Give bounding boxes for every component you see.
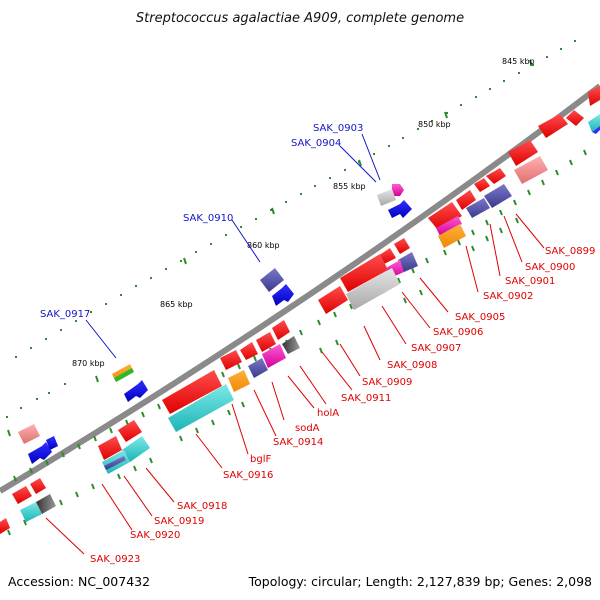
- kbp-label-855: 855 kbp: [333, 182, 366, 191]
- gene-label-soda: sodA: [295, 423, 320, 434]
- gene-block-sak0916-red: [162, 370, 222, 414]
- genome-summary-text: Topology: circular; Length: 2,127,839 bp…: [248, 574, 592, 589]
- kbp-label-845: 845 kbp: [502, 57, 535, 66]
- gene-label-sak0899: SAK_0899: [545, 246, 595, 257]
- gene-block-sak0918-red: [118, 420, 142, 442]
- gene-label-hola: holA: [317, 408, 339, 419]
- gene-block-sak0908-grey: [346, 268, 400, 310]
- gene-label-sak0920: SAK_0920: [130, 530, 180, 541]
- gene-block-sak0907-red: [340, 254, 388, 292]
- gene-label-sak0906: SAK_0906: [433, 327, 483, 338]
- gene-block-sak0920-purple: [104, 456, 126, 470]
- forward-features: [18, 184, 412, 464]
- map-title: Streptococcus agalactiae A909, complete …: [136, 11, 464, 26]
- gene-block-sak0902-purple: [484, 184, 512, 208]
- gene-block-sak0923-red-a: [12, 486, 32, 504]
- gene-block-top-right-1: [566, 110, 584, 126]
- gene-block-sak0906: [394, 238, 410, 254]
- gene-block-bglf-orange: [228, 370, 250, 392]
- gene-block-sak0911: [272, 320, 290, 340]
- gene-block-top-right-3: [592, 126, 600, 134]
- gene-label-sak0918: SAK_0918: [177, 501, 227, 512]
- reverse-leaders: [45, 213, 545, 555]
- kbp-label-850: 850 kbp: [418, 120, 451, 129]
- gene-block-sak0900-a: [538, 114, 568, 138]
- gene-label-sak0900: SAK_0900: [525, 262, 575, 273]
- gene-block-sak0901-b: [474, 178, 490, 192]
- gene-block-sak0923-red-b: [30, 478, 46, 494]
- gene-block-sak0917-green: [114, 368, 134, 382]
- kbp-label-865: 865 kbp: [160, 300, 193, 309]
- gene-block-sak0911-c: [240, 342, 258, 360]
- gene-block-sak0923-red-c: [0, 518, 10, 534]
- accession-text: Accession: NC_007432: [8, 574, 150, 589]
- gene-label-sak0901: SAK_0901: [505, 276, 555, 287]
- gene-block-sak0918-cyan: [122, 436, 150, 462]
- gene-block-soda-magenta: [262, 344, 286, 368]
- gene-label-bglf: bglF: [250, 454, 271, 465]
- gene-label-sak0909: SAK_0909: [362, 377, 412, 388]
- gene-block-sak0919-red: [98, 436, 122, 460]
- gene-block-sak0910-blue: [272, 284, 294, 306]
- gene-block-sak0899: [588, 86, 600, 106]
- gene-block-sak0907-purple: [398, 252, 418, 272]
- gene-block-sak0905-orange: [438, 224, 466, 248]
- gene-block-sak0923-dark: [36, 494, 56, 514]
- gene-block-left-arrow: [46, 436, 58, 450]
- gene-label-sak0902: SAK_0902: [483, 291, 533, 302]
- gene-block-sak0910-purple: [260, 268, 284, 292]
- gene-block-left-pink: [18, 424, 40, 444]
- gene-label-sak0907: SAK_0907: [411, 343, 461, 354]
- gene-block-sak0901: [486, 168, 506, 184]
- gene-block-sak0904-blue: [388, 200, 412, 218]
- gene-block-sak0905-b: [456, 190, 476, 210]
- gene-block-left-blue: [28, 442, 52, 464]
- gene-label-sak0908: SAK_0908: [387, 360, 437, 371]
- gene-label-sak0923: SAK_0923: [90, 554, 140, 565]
- gene-block-sak0916-cyan: [168, 384, 234, 432]
- major-ticks: [7, 59, 533, 437]
- gene-label-sak0911: SAK_0911: [341, 393, 391, 404]
- gene-label-sak0905: SAK_0905: [455, 312, 505, 323]
- kbp-label-870: 870 kbp: [72, 359, 105, 368]
- gene-label-sak0914: SAK_0914: [273, 437, 323, 448]
- gene-label-sak0904: SAK_0904: [291, 138, 341, 149]
- gene-label-sak0903: SAK_0903: [313, 123, 363, 134]
- gene-block-sak0909: [318, 286, 348, 314]
- gene-block-sak0903: [392, 184, 404, 196]
- gene-block-sak0914-red: [220, 350, 242, 370]
- gene-block-hola: [282, 336, 300, 354]
- reverse-features: [0, 86, 600, 534]
- gene-label-sak0916: SAK_0916: [223, 470, 273, 481]
- gene-block-sak0904-grey: [377, 189, 396, 206]
- gene-block-sak0902-purple-b: [466, 198, 490, 218]
- gene-block-top-right-2: [588, 114, 600, 132]
- gene-label-sak0910: SAK_0910: [183, 213, 233, 224]
- forward-leaders: [85, 133, 381, 359]
- gene-block-sak0905: [428, 202, 462, 230]
- gene-label-sak0917: SAK_0917: [40, 309, 90, 320]
- gene-block-sak0923-cyan: [20, 502, 42, 522]
- gene-label-sak0919: SAK_0919: [154, 516, 204, 527]
- gene-block-sak0900-pink: [514, 156, 548, 184]
- gene-block-sak0911-b: [256, 332, 276, 352]
- gene-block-sak0917-blue: [124, 380, 148, 402]
- gene-block-sak0914-purple: [248, 358, 268, 378]
- kbp-label-860: 860 kbp: [247, 241, 280, 250]
- gene-block-sak0900-b: [508, 140, 538, 166]
- gene-block-sak0905-magenta: [436, 216, 462, 236]
